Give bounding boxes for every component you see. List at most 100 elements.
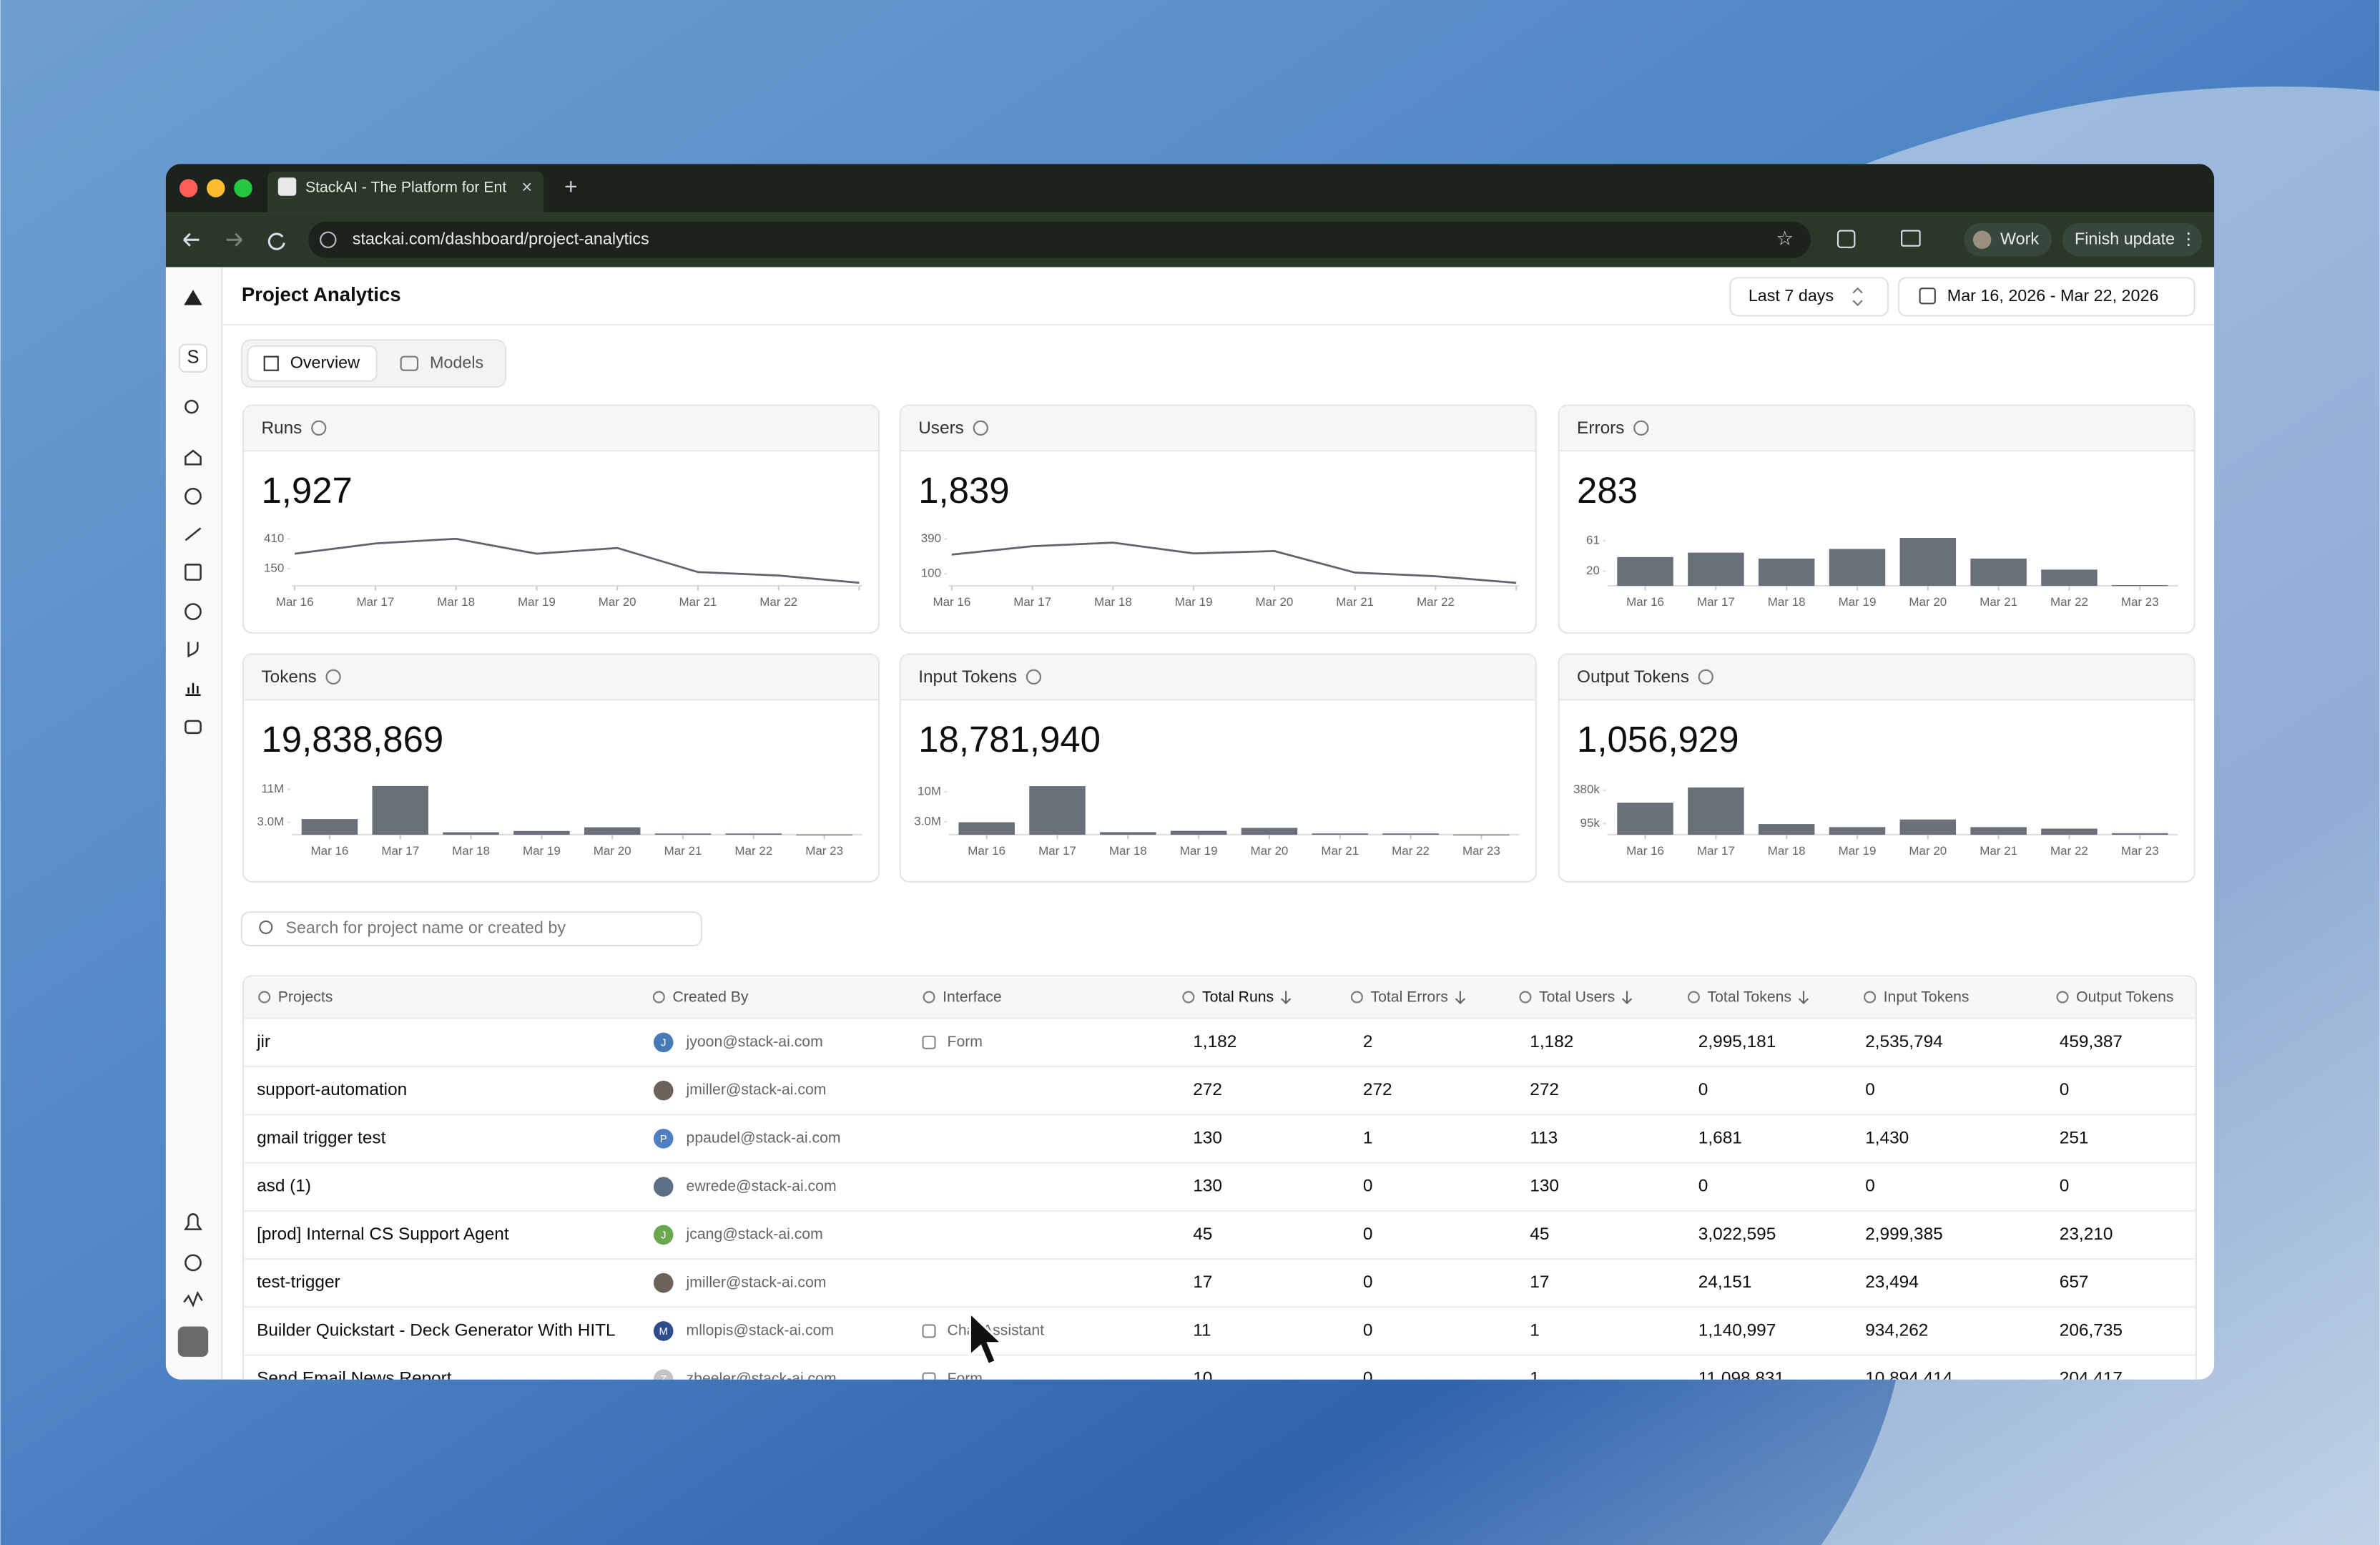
- analytics-icon[interactable]: [185, 682, 201, 697]
- site-info-icon[interactable]: [320, 231, 337, 248]
- sort-icon[interactable]: [1798, 991, 1809, 1005]
- bar: [654, 833, 712, 835]
- user-avatar[interactable]: [177, 1326, 209, 1357]
- column-header[interactable]: Created By: [672, 989, 748, 1006]
- column-header[interactable]: Total Errors: [1370, 989, 1447, 1006]
- sort-icon[interactable]: [1281, 991, 1292, 1005]
- workspace-initial: S: [187, 347, 199, 367]
- x-tick-label: Mar 22: [759, 595, 797, 609]
- creator-email: ewrede@stack-ai.com: [687, 1178, 837, 1195]
- card-frame: [899, 404, 1537, 634]
- x-tick-label: Mar 22: [1417, 595, 1455, 609]
- date-picker[interactable]: [1897, 277, 2195, 317]
- x-tick-label: Mar 22: [1392, 844, 1430, 858]
- card-value: 1,056,929: [1577, 719, 1739, 760]
- new-tab[interactable]: +: [564, 174, 578, 200]
- metric-cell: 459,387: [2060, 1032, 2123, 1051]
- info-icon[interactable]: [973, 420, 988, 436]
- search-icon[interactable]: [185, 399, 199, 414]
- models-icon[interactable]: [400, 355, 419, 371]
- table-row[interactable]: asd (1) ewrede@stack-ai.com 130 0 130 0 0 0: [242, 1162, 2196, 1197]
- zoom-button[interactable]: [234, 179, 252, 197]
- branch-icon[interactable]: [187, 642, 199, 657]
- bar: [301, 819, 358, 835]
- active-tab[interactable]: [267, 171, 544, 213]
- calendar-icon: [1919, 288, 1936, 305]
- search-input[interactable]: [240, 911, 702, 946]
- minimize-button[interactable]: [207, 179, 225, 197]
- card-title: Runs: [261, 418, 302, 438]
- info-icon[interactable]: [1633, 420, 1649, 436]
- cast-icon[interactable]: [1901, 230, 1921, 247]
- sort-icon[interactable]: [1455, 991, 1465, 1005]
- card-title: Output Tokens: [1577, 667, 1689, 687]
- info-icon[interactable]: [311, 420, 327, 436]
- bar: [1312, 833, 1369, 835]
- info-icon[interactable]: [1026, 669, 1042, 685]
- bar: [443, 832, 499, 835]
- metric-cell: 130: [1530, 1177, 1559, 1196]
- sort-icon[interactable]: [1621, 991, 1633, 1005]
- overview-tab[interactable]: [247, 345, 378, 382]
- card-value: 283: [1577, 470, 1638, 511]
- column-header[interactable]: Output Tokens: [2076, 989, 2173, 1006]
- table-row[interactable]: test-trigger jmiller@stack-ai.com 17 0 17 24,…: [242, 1257, 2196, 1293]
- update-button[interactable]: [2062, 222, 2203, 257]
- bar: [513, 830, 570, 835]
- table-row[interactable]: support-automation jmiller@stack-ai.com 27…: [242, 1065, 2196, 1101]
- update-label: Finish update: [2075, 229, 2175, 247]
- activity-icon[interactable]: [183, 1290, 203, 1308]
- address-bar[interactable]: [308, 221, 1811, 258]
- forward-button[interactable]: [226, 232, 242, 247]
- profile-avatar: [1972, 230, 1992, 249]
- metric-cell: 0: [1363, 1225, 1373, 1244]
- x-tick-label: Mar 16: [1626, 844, 1664, 858]
- metric-cell: 0: [1363, 1272, 1373, 1292]
- column-header[interactable]: Projects: [278, 989, 333, 1006]
- workspace-button[interactable]: [178, 343, 208, 373]
- metric-cell: 1: [1530, 1369, 1540, 1388]
- menu-dots[interactable]: ⋮: [2180, 229, 2196, 247]
- help-icon[interactable]: [185, 1254, 202, 1272]
- table-row[interactable]: Send Email News Report Zzbeeler@stack-ai.…: [242, 1354, 2196, 1389]
- range-select[interactable]: [1729, 277, 1889, 317]
- column-header[interactable]: Total Tokens: [1708, 989, 1791, 1006]
- tab-close[interactable]: ×: [521, 177, 532, 197]
- table-row[interactable]: Builder Quickstart - Deck Generator With…: [242, 1306, 2196, 1341]
- data-icon[interactable]: [185, 487, 202, 505]
- tools-icon[interactable]: [185, 527, 202, 541]
- x-tick-label: Mar 21: [664, 844, 702, 858]
- creator-avatar: [653, 1080, 674, 1101]
- x-tick-label: Mar 18: [1768, 595, 1806, 609]
- profile-chip[interactable]: [1964, 222, 2052, 257]
- creator-email: jmiller@stack-ai.com: [686, 1082, 827, 1098]
- column-header[interactable]: Input Tokens: [1884, 989, 1970, 1006]
- home-icon[interactable]: [185, 449, 202, 466]
- bot-icon[interactable]: [185, 720, 202, 735]
- page-title: Project Analytics: [242, 283, 401, 305]
- globe-icon[interactable]: [185, 603, 202, 620]
- close-button[interactable]: [179, 179, 198, 197]
- card-title: Errors: [1577, 418, 1624, 438]
- models-label[interactable]: Models: [430, 353, 483, 371]
- bar: [1382, 833, 1439, 835]
- column-header[interactable]: Interface: [943, 989, 1002, 1006]
- column-header[interactable]: Total Users: [1539, 989, 1615, 1006]
- extensions-icon[interactable]: [1836, 230, 1856, 248]
- notifications-icon[interactable]: [183, 1213, 202, 1230]
- reload-button[interactable]: [267, 232, 285, 250]
- info-icon[interactable]: [325, 669, 341, 685]
- x-tick-label: Mar 16: [968, 844, 1005, 858]
- back-button[interactable]: [183, 232, 200, 247]
- logo[interactable]: [184, 290, 202, 305]
- column-header[interactable]: Total Runs: [1202, 989, 1274, 1006]
- bookmark-star[interactable]: ☆: [1776, 227, 1794, 250]
- y-tick-label: 3.0M: [257, 815, 285, 828]
- x-tick-label: Mar 23: [1462, 844, 1500, 858]
- edit-icon[interactable]: [185, 564, 202, 581]
- info-icon[interactable]: [1698, 669, 1713, 685]
